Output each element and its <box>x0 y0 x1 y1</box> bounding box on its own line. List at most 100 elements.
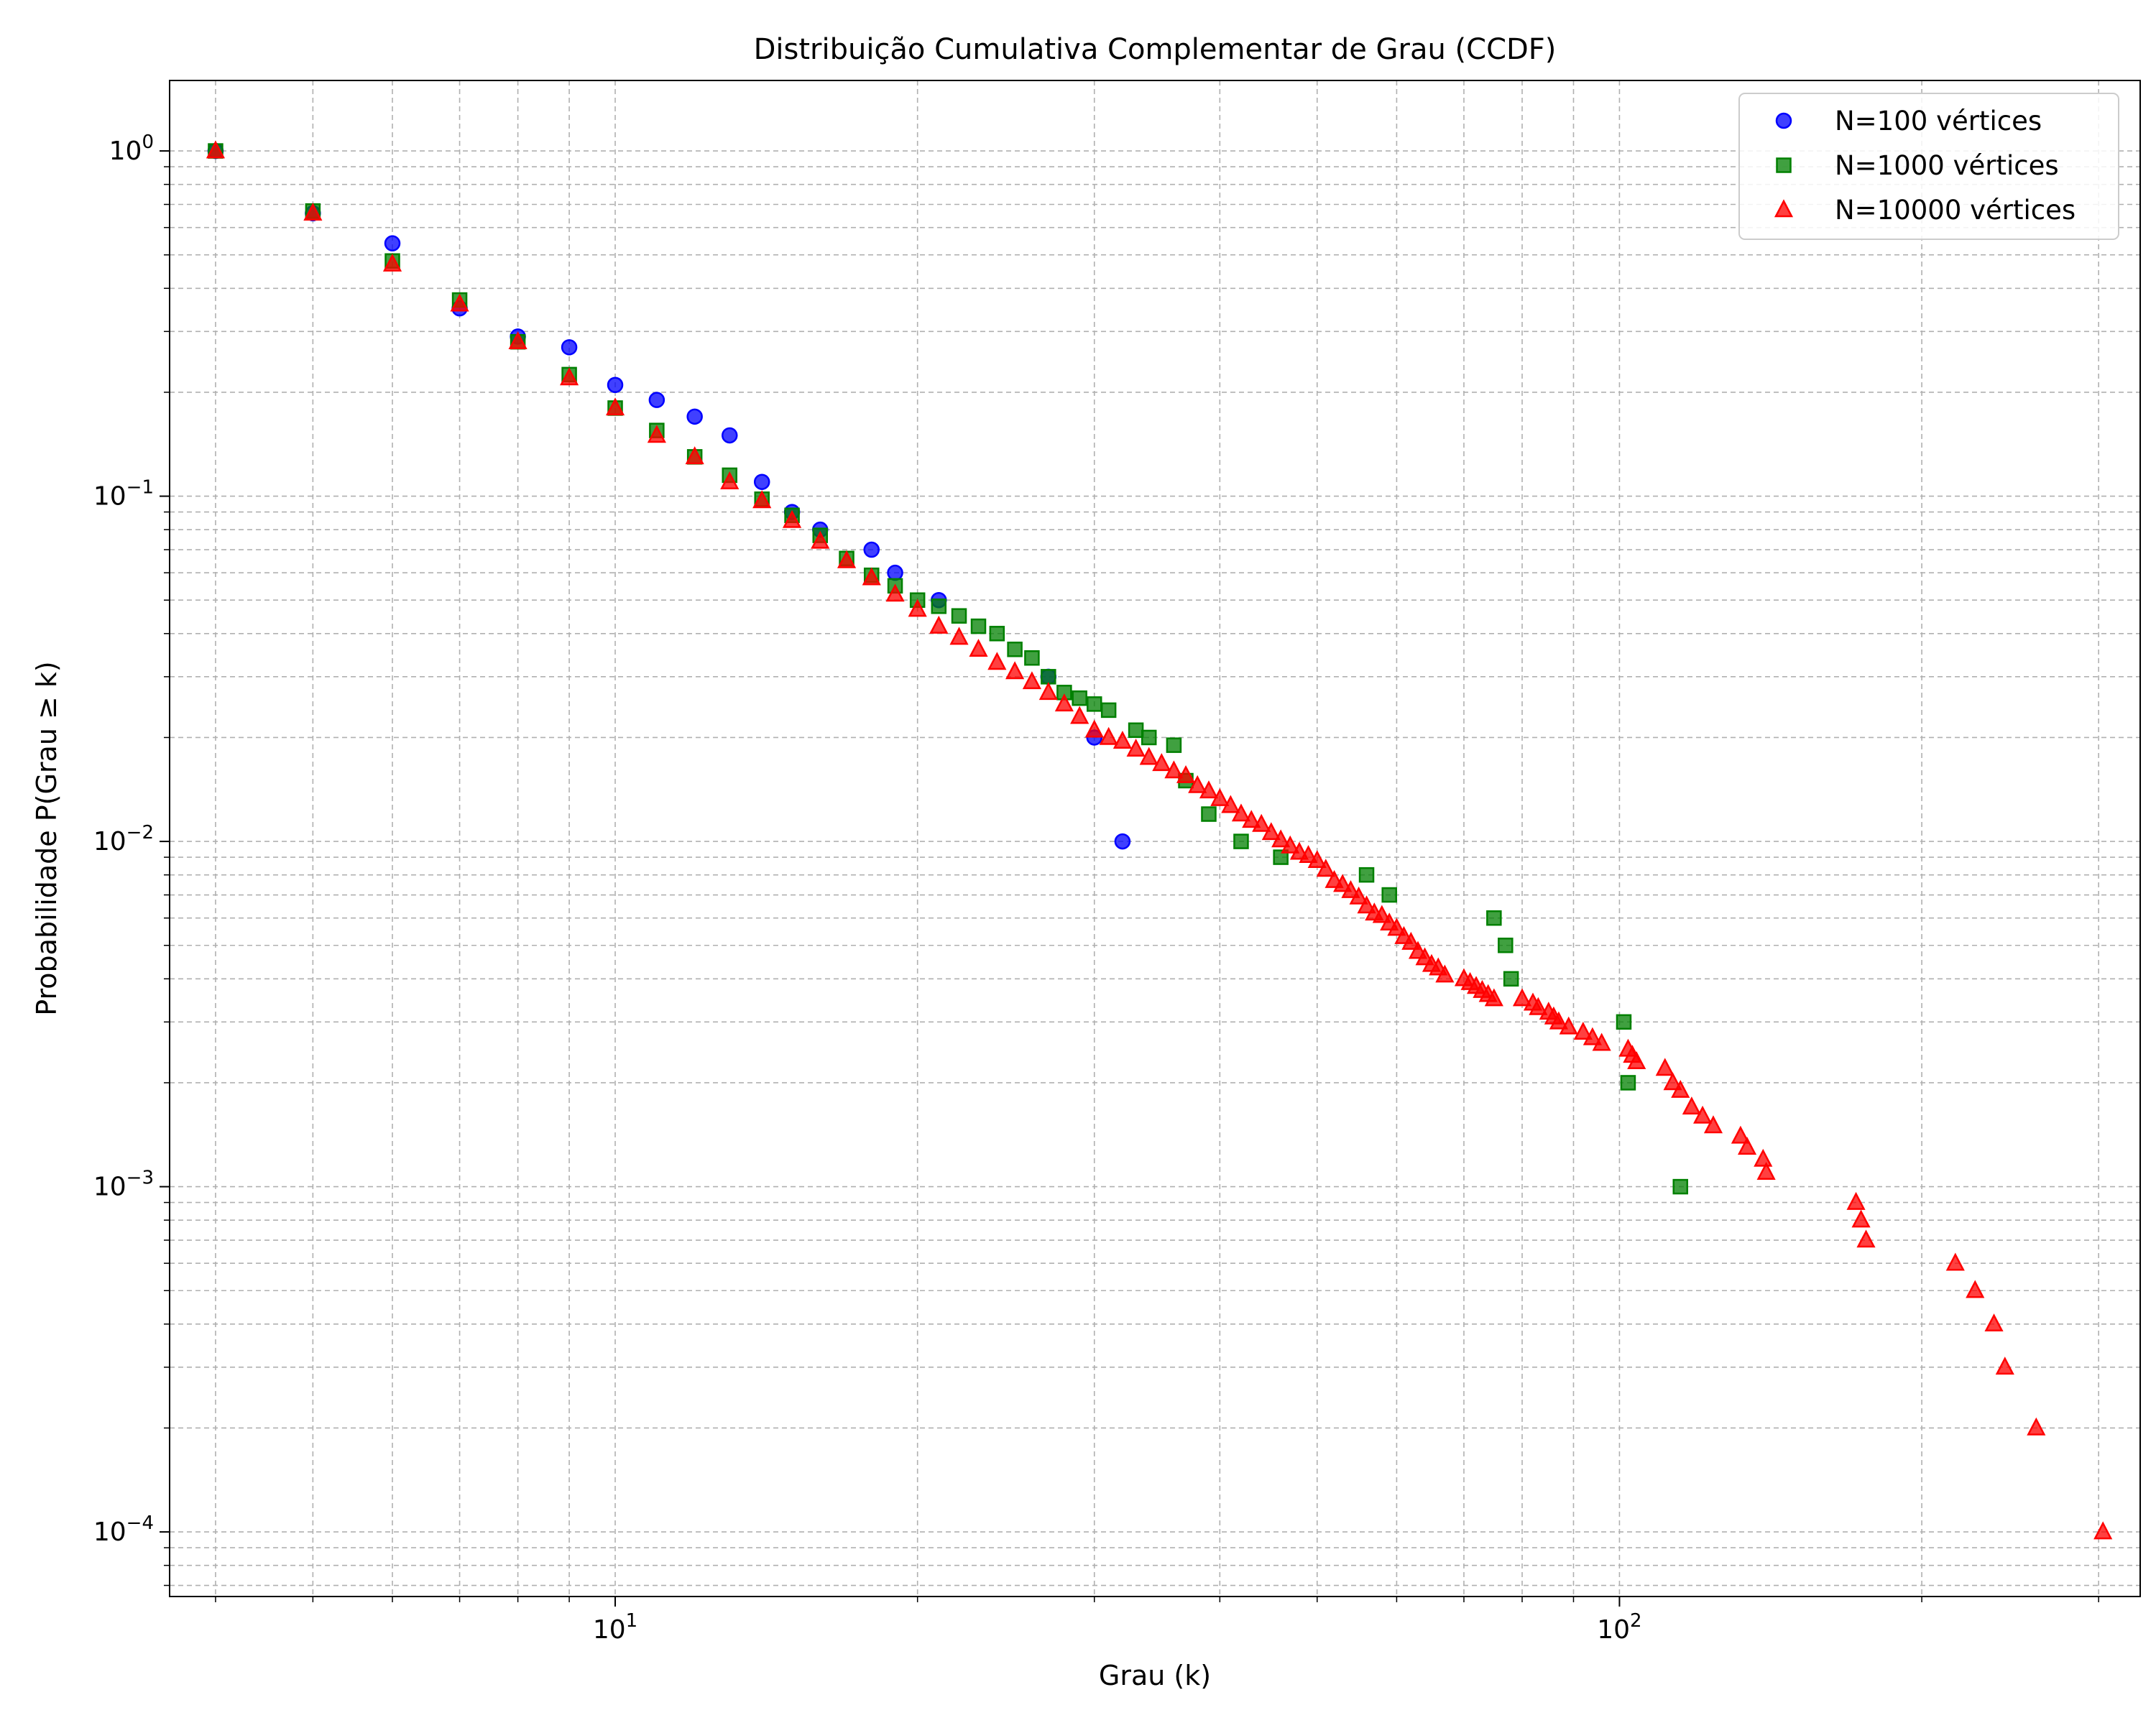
data-point <box>1737 1137 1757 1155</box>
data-point <box>1341 879 1360 898</box>
data-point <box>1846 1191 1866 1210</box>
data-point <box>1655 1058 1674 1076</box>
data-point <box>1995 1357 2014 1375</box>
legend-entries: N=100 vértices N=1000 vértices N=10000 vér… <box>1774 106 2076 226</box>
data-point <box>647 425 666 443</box>
data-point <box>1201 806 1217 822</box>
data-point <box>1261 822 1281 841</box>
data-point <box>885 583 905 602</box>
data-point <box>1357 895 1376 914</box>
series-3 <box>206 140 2113 1540</box>
legend-entry: N=100 vértices <box>1775 106 2042 137</box>
data-point <box>1945 1252 1965 1271</box>
data-point <box>1112 731 1132 749</box>
data-point <box>862 567 881 586</box>
data-point <box>1856 1229 1876 1248</box>
data-point <box>1072 690 1087 706</box>
legend-label: N=100 vértices <box>1835 106 2042 137</box>
data-point <box>1672 1178 1688 1195</box>
data-point <box>382 253 402 272</box>
y-tick-label: 10−1 <box>93 477 154 512</box>
data-point <box>1199 780 1219 799</box>
data-point <box>1851 1209 1871 1228</box>
data-point <box>2093 1521 2113 1540</box>
y-tick-label: 10−2 <box>93 822 154 856</box>
data-point <box>1281 835 1300 854</box>
data-point <box>783 509 802 528</box>
data-point <box>206 140 226 159</box>
data-point <box>1573 1022 1593 1040</box>
data-point <box>863 541 880 558</box>
data-point <box>1583 1027 1602 1045</box>
data-point <box>1038 682 1058 701</box>
data-point <box>1671 1079 1690 1098</box>
data-point <box>987 652 1007 670</box>
data-point <box>811 530 830 549</box>
data-point <box>1242 810 1261 828</box>
legend-marker <box>1774 199 1794 218</box>
data-point <box>1252 813 1271 832</box>
data-point <box>1041 669 1056 685</box>
data-point <box>1221 795 1240 813</box>
data-point <box>1231 803 1251 822</box>
data-point <box>1512 988 1532 1007</box>
x-axis-label: Grau (k) <box>1099 1660 1211 1691</box>
data-point <box>1114 833 1131 850</box>
data-point <box>949 627 969 645</box>
data-point <box>1164 760 1184 779</box>
data-point <box>1024 650 1040 666</box>
data-point <box>607 376 624 394</box>
data-point <box>1070 706 1089 724</box>
data-point <box>989 626 1005 642</box>
data-point <box>887 564 903 581</box>
data-point <box>753 473 770 490</box>
data-point <box>1486 910 1502 926</box>
y-tick-label: 100 <box>109 131 154 166</box>
data-point <box>1007 642 1023 657</box>
data-point <box>1139 747 1158 765</box>
data-point <box>1233 833 1249 849</box>
data-point <box>1333 874 1353 892</box>
data-point <box>1484 988 1503 1007</box>
y-axis-label: Probabilidade P(Grau ≥ k) <box>31 661 63 1015</box>
data-point <box>1210 787 1230 806</box>
data-point <box>1498 937 1514 953</box>
data-point <box>1559 1016 1578 1035</box>
data-point <box>1307 850 1327 869</box>
data-point <box>1271 829 1291 848</box>
legend: N=100 vértices N=1000 vértices N=10000 vér… <box>1738 93 2119 240</box>
data-point <box>648 392 665 408</box>
data-point <box>1054 693 1074 712</box>
data-point <box>1529 997 1548 1015</box>
data-point <box>721 427 738 444</box>
legend-entry: N=1000 vértices <box>1776 150 2059 181</box>
data-point <box>686 408 703 425</box>
data-point <box>1084 719 1104 738</box>
data-point <box>560 367 579 386</box>
data-point <box>1100 702 1117 719</box>
data-point <box>1126 739 1146 757</box>
data-point <box>1176 764 1196 783</box>
plot-frame <box>169 80 2141 1597</box>
legend-marker <box>1775 112 1792 129</box>
data-point <box>1549 1011 1568 1030</box>
data-point <box>969 639 988 657</box>
data-point <box>929 615 949 634</box>
data-point <box>1005 661 1025 680</box>
data-point <box>561 339 578 356</box>
data-point <box>1984 1313 2004 1332</box>
legend-entry: N=10000 vértices <box>1774 195 2076 226</box>
y-tick-label: 10−4 <box>93 1512 154 1547</box>
data-point <box>1087 696 1102 712</box>
data-point <box>685 446 704 465</box>
data-point <box>1299 845 1318 864</box>
data-point <box>1663 1072 1682 1091</box>
data-point <box>1128 722 1144 739</box>
data-point <box>951 608 967 624</box>
data-point <box>1188 775 1207 793</box>
grid-layer <box>170 80 2140 1597</box>
data-point <box>1966 1280 1985 1298</box>
y-tick-label: 10−3 <box>93 1168 154 1202</box>
